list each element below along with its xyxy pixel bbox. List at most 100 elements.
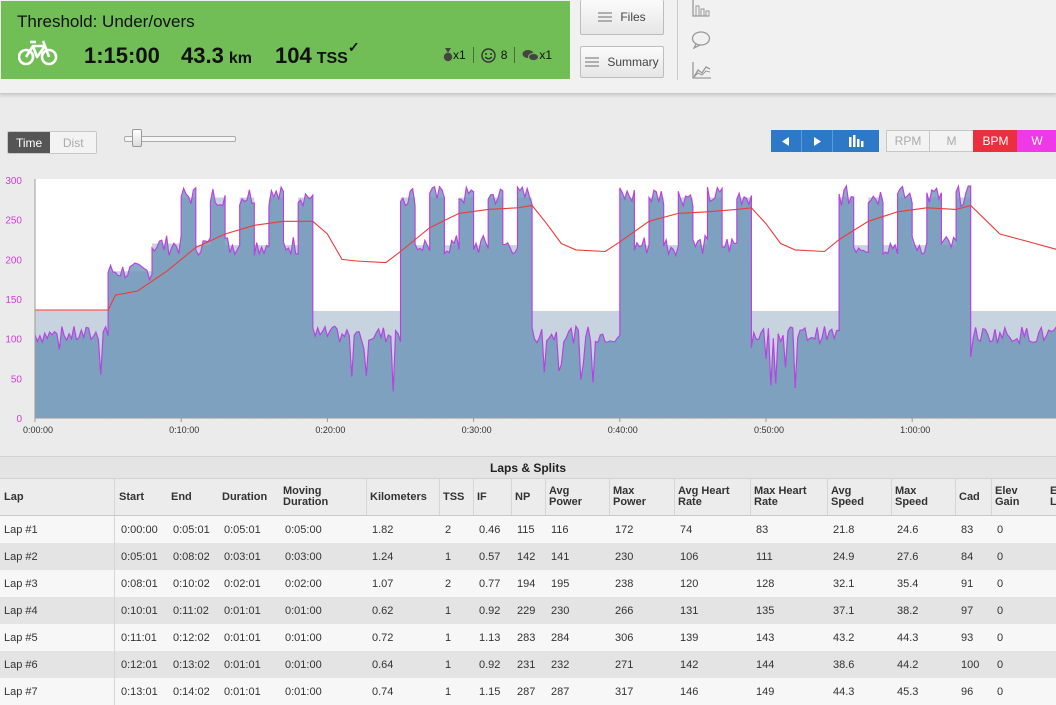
zoom-slider-track[interactable] xyxy=(124,136,236,142)
column-separator xyxy=(114,543,115,570)
table-cell: 128 xyxy=(756,577,775,590)
table-cell: 1 xyxy=(445,658,452,671)
table-cell: 1 xyxy=(445,550,452,563)
column-header[interactable]: Max Power xyxy=(613,485,647,508)
table-cell: 0.64 xyxy=(372,658,394,671)
table-row[interactable]: Lap #1 0:00:00 0:05:01 0:05:01 0:05:00 1.82 2 0… xyxy=(0,516,1056,543)
table-cell: 284 xyxy=(551,631,570,644)
table-cell: 43.2 xyxy=(833,631,855,644)
table-cell: 0.92 xyxy=(479,604,501,617)
column-header[interactable]: Avg Heart Rate xyxy=(678,485,730,508)
table-cell: 24.9 xyxy=(833,550,855,563)
x-tick-label: 0:40:00 xyxy=(608,425,638,435)
table-cell: 0 xyxy=(997,685,1004,698)
bpm-toggle[interactable]: BPM xyxy=(973,130,1018,152)
prev-button[interactable] xyxy=(771,130,802,152)
column-header[interactable]: Elev Gain xyxy=(995,485,1020,508)
column-header[interactable]: IF xyxy=(477,490,487,503)
smiley-icon[interactable] xyxy=(480,47,496,63)
table-cell: 0:05:00 xyxy=(285,523,322,536)
table-cell: 231 xyxy=(517,658,536,671)
table-cell: 0 xyxy=(997,550,1004,563)
tss-value: 104 xyxy=(275,43,312,68)
table-cell: 0:05:01 xyxy=(224,523,261,536)
table-row[interactable]: Lap #5 0:11:01 0:12:02 0:01:01 0:01:00 0.72 1 1… xyxy=(0,624,1056,651)
next-button[interactable] xyxy=(802,130,833,152)
bar-chart-icon[interactable] xyxy=(691,0,711,18)
table-cell: 0:05:01 xyxy=(173,523,210,536)
column-separator xyxy=(827,479,828,515)
table-cell: 1.24 xyxy=(372,550,394,563)
comments-icon[interactable] xyxy=(522,49,540,62)
list-icon xyxy=(598,12,613,22)
column-separator xyxy=(674,479,675,515)
column-header[interactable]: Max Heart Rate xyxy=(754,485,807,508)
table-cell: 120 xyxy=(680,577,699,590)
column-header[interactable]: Cad xyxy=(959,490,980,503)
table-cell: 0:00:00 xyxy=(121,523,158,536)
column-header[interactable]: End xyxy=(171,490,192,503)
column-separator xyxy=(439,479,440,515)
zoom-slider-thumb[interactable] xyxy=(132,129,142,147)
table-cell: 27.6 xyxy=(897,550,919,563)
table-cell: 0:11:02 xyxy=(173,604,209,617)
chart-nav-buttons xyxy=(771,130,879,152)
y-tick-label: 100 xyxy=(5,335,22,346)
column-separator xyxy=(114,651,115,678)
table-cell: 0:01:01 xyxy=(224,658,261,671)
table-cell: 0:01:00 xyxy=(285,658,322,671)
column-separator xyxy=(114,624,115,651)
table-row[interactable]: Lap #3 0:08:01 0:10:02 0:02:01 0:02:00 1.07 2 0… xyxy=(0,570,1056,597)
time-toggle[interactable]: Time xyxy=(8,132,51,153)
table-cell: 24.6 xyxy=(897,523,919,536)
column-header[interactable]: Max Speed xyxy=(895,485,929,508)
summary-button[interactable]: Summary xyxy=(580,46,664,78)
column-separator xyxy=(366,479,367,515)
table-cell: 1.15 xyxy=(479,685,501,698)
rpm-toggle[interactable]: RPM xyxy=(886,130,930,152)
x-tick-label: 0:10:00 xyxy=(169,425,199,435)
table-cell: 287 xyxy=(551,685,570,698)
table-cell: 0.62 xyxy=(372,604,394,617)
speed-toggle[interactable]: M xyxy=(929,130,974,152)
table-cell: 106 xyxy=(680,550,699,563)
column-header[interactable]: Start xyxy=(119,490,145,503)
table-cell: 0:13:01 xyxy=(121,685,158,698)
x-tick-label: 0:00:00 xyxy=(23,425,53,435)
table-cell: 143 xyxy=(756,631,775,644)
watts-toggle[interactable]: W xyxy=(1017,130,1056,152)
column-header[interactable]: Avg Speed xyxy=(831,485,865,508)
table-cell: 142 xyxy=(680,658,699,671)
column-header[interactable]: Avg Power xyxy=(549,485,583,508)
duration-stat: 1:15:00 xyxy=(84,43,160,69)
column-header[interactable]: TSS xyxy=(443,490,465,503)
table-cell: Lap #5 xyxy=(4,631,38,644)
column-header[interactable]: Moving Duration xyxy=(283,485,329,508)
files-button-label: Files xyxy=(620,10,646,24)
area-chart-icon[interactable] xyxy=(691,60,713,80)
distance-toggle[interactable]: Dist xyxy=(50,132,97,153)
table-cell: 135 xyxy=(756,604,775,617)
table-row[interactable]: Lap #7 0:13:01 0:14:02 0:01:01 0:01:00 0.74 1 1… xyxy=(0,678,1056,705)
table-cell: 83 xyxy=(756,523,769,536)
table-cell: 306 xyxy=(615,631,634,644)
table-cell: 0.57 xyxy=(479,550,501,563)
column-header[interactable]: Kilometers xyxy=(370,490,427,503)
comment-icon[interactable] xyxy=(691,31,711,49)
table-row[interactable]: Lap #4 0:10:01 0:11:02 0:01:01 0:01:00 0.62 1 0… xyxy=(0,597,1056,624)
table-row[interactable]: Lap #2 0:05:01 0:08:02 0:03:01 0:03:00 1.24 1 0… xyxy=(0,543,1056,570)
column-header[interactable]: Lap xyxy=(4,490,24,503)
column-header[interactable]: NP xyxy=(515,490,531,503)
bars-button[interactable] xyxy=(833,130,879,152)
y-tick-label: 200 xyxy=(5,255,22,266)
files-button[interactable]: Files xyxy=(580,0,664,35)
column-header[interactable]: Duration xyxy=(222,490,268,503)
table-cell: 0:11:01 xyxy=(121,631,157,644)
table-row[interactable]: Lap #6 0:12:01 0:13:02 0:01:01 0:01:00 0.64 1 0… xyxy=(0,651,1056,678)
tss-stat: 104 TSS✓ xyxy=(275,39,360,69)
table-cell: 2 xyxy=(445,577,452,590)
power-chart[interactable]: 0 50 100 150 200 250 300 0:00:00 0:10:00 0:20:00 0… xyxy=(0,165,1056,455)
table-cell: Lap #3 xyxy=(4,577,38,590)
table-cell: 195 xyxy=(551,577,570,590)
